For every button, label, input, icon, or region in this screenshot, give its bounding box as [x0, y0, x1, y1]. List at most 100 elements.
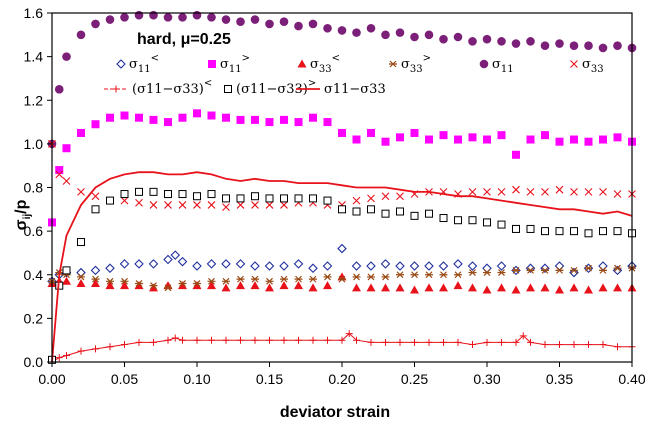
series-2-point [323, 281, 332, 290]
series-6-point [614, 343, 621, 351]
legend-label: σ33 [582, 57, 604, 75]
series-1-point [91, 120, 100, 129]
legend-label-sub: 11 [138, 64, 151, 75]
series-7-point [454, 216, 462, 225]
series-6-point [454, 338, 462, 346]
series-5-point [91, 192, 100, 201]
x-tick-label: 0.40 [618, 371, 645, 387]
series-4-point [323, 23, 332, 33]
series-1-point [396, 133, 404, 142]
series-3-point [613, 264, 622, 272]
series-2-point [569, 283, 579, 292]
series-6-point [171, 334, 179, 342]
series-2-point [439, 283, 448, 292]
series-5-point [555, 185, 564, 194]
series-5-point [62, 177, 71, 185]
series-1-point [62, 144, 71, 153]
series-2-point [540, 283, 550, 292]
series-0-point [192, 261, 202, 271]
y-axis-label-sub: ij [22, 214, 33, 220]
series-6-point [519, 332, 527, 340]
series-6-point [63, 351, 70, 359]
legend-label-main: σ [492, 57, 501, 72]
series-6-point [179, 336, 186, 344]
series-3-point [106, 277, 114, 285]
series-5-point [251, 201, 259, 209]
series-6-point [164, 336, 172, 344]
series-4-point [439, 34, 448, 44]
series-1-point [497, 131, 506, 140]
legend-swatch-marker [570, 60, 578, 68]
series-1-point [613, 133, 622, 142]
series-0-point [170, 250, 181, 260]
legend-swatch-marker [389, 60, 397, 68]
series-7-point [280, 194, 288, 203]
series-5-point [396, 192, 404, 201]
series-2-point [453, 281, 463, 290]
legend-label: σ11> [220, 53, 250, 75]
series-6-point [77, 347, 85, 355]
series-6-point [599, 341, 607, 349]
series-4-point [584, 41, 593, 51]
series-6-point [324, 336, 331, 344]
series-2-point [178, 281, 187, 290]
series-0-point [250, 261, 260, 271]
series-6-point [498, 338, 505, 346]
legend-swatch-marker [208, 60, 216, 68]
series-4-point [468, 37, 477, 46]
legend-label-main: σ [582, 57, 591, 72]
series-2-point [366, 283, 376, 292]
series-2 [47, 272, 637, 294]
series-5-point [236, 201, 245, 209]
series-0-point [482, 263, 492, 273]
series-4-point [410, 32, 419, 42]
x-tick-label: 0.00 [38, 371, 65, 387]
series-1-point [55, 166, 64, 175]
series-2-point [250, 281, 260, 290]
series-7-point [91, 205, 100, 214]
series-2-point [76, 278, 86, 287]
series-1-point [352, 135, 361, 144]
series-0-point [467, 261, 478, 271]
series-0-point [380, 259, 391, 269]
series-1-point [454, 135, 462, 144]
legend-label-sup: < [204, 78, 212, 89]
series-1-point [251, 115, 259, 124]
series-7-point [164, 190, 172, 199]
series-4-point [381, 30, 390, 40]
series-4-point [540, 41, 550, 51]
y-tick-label: 1.0 [24, 136, 44, 152]
series-3-point [555, 266, 564, 274]
series-1-point [541, 131, 549, 140]
series-7-point [62, 266, 71, 275]
series-5-point [178, 201, 187, 209]
series-6-point [556, 341, 563, 349]
y-tick-label: 0.0 [24, 354, 44, 370]
legend-swatch-marker [116, 59, 126, 69]
series-7-point [352, 207, 361, 216]
series-2-point [207, 281, 216, 290]
series-1-point [207, 111, 216, 120]
series-1-point [178, 113, 187, 122]
x-tick-label: 0.35 [546, 371, 573, 387]
series-8 [51, 171, 633, 363]
legend-entry-1: σ11> [208, 53, 250, 75]
series-4-point [265, 19, 274, 29]
series-5-point [149, 201, 158, 209]
legend-label: σ11< [129, 53, 159, 75]
series-1-point [584, 137, 593, 146]
series-1-point [236, 115, 245, 124]
series-1-point [338, 128, 346, 137]
series-6-point [541, 341, 549, 349]
series-4-point [105, 15, 115, 24]
series-1-point [309, 113, 317, 122]
series-3-point [410, 271, 419, 279]
series-7-point [251, 192, 259, 201]
series-4-point [337, 26, 347, 35]
series-3-point [512, 266, 520, 274]
series-5-point [526, 187, 535, 196]
legend-label-sub: 33 [591, 64, 604, 75]
series-7-point [599, 227, 607, 236]
series-1-point [512, 150, 520, 159]
series-6-point [411, 338, 418, 346]
